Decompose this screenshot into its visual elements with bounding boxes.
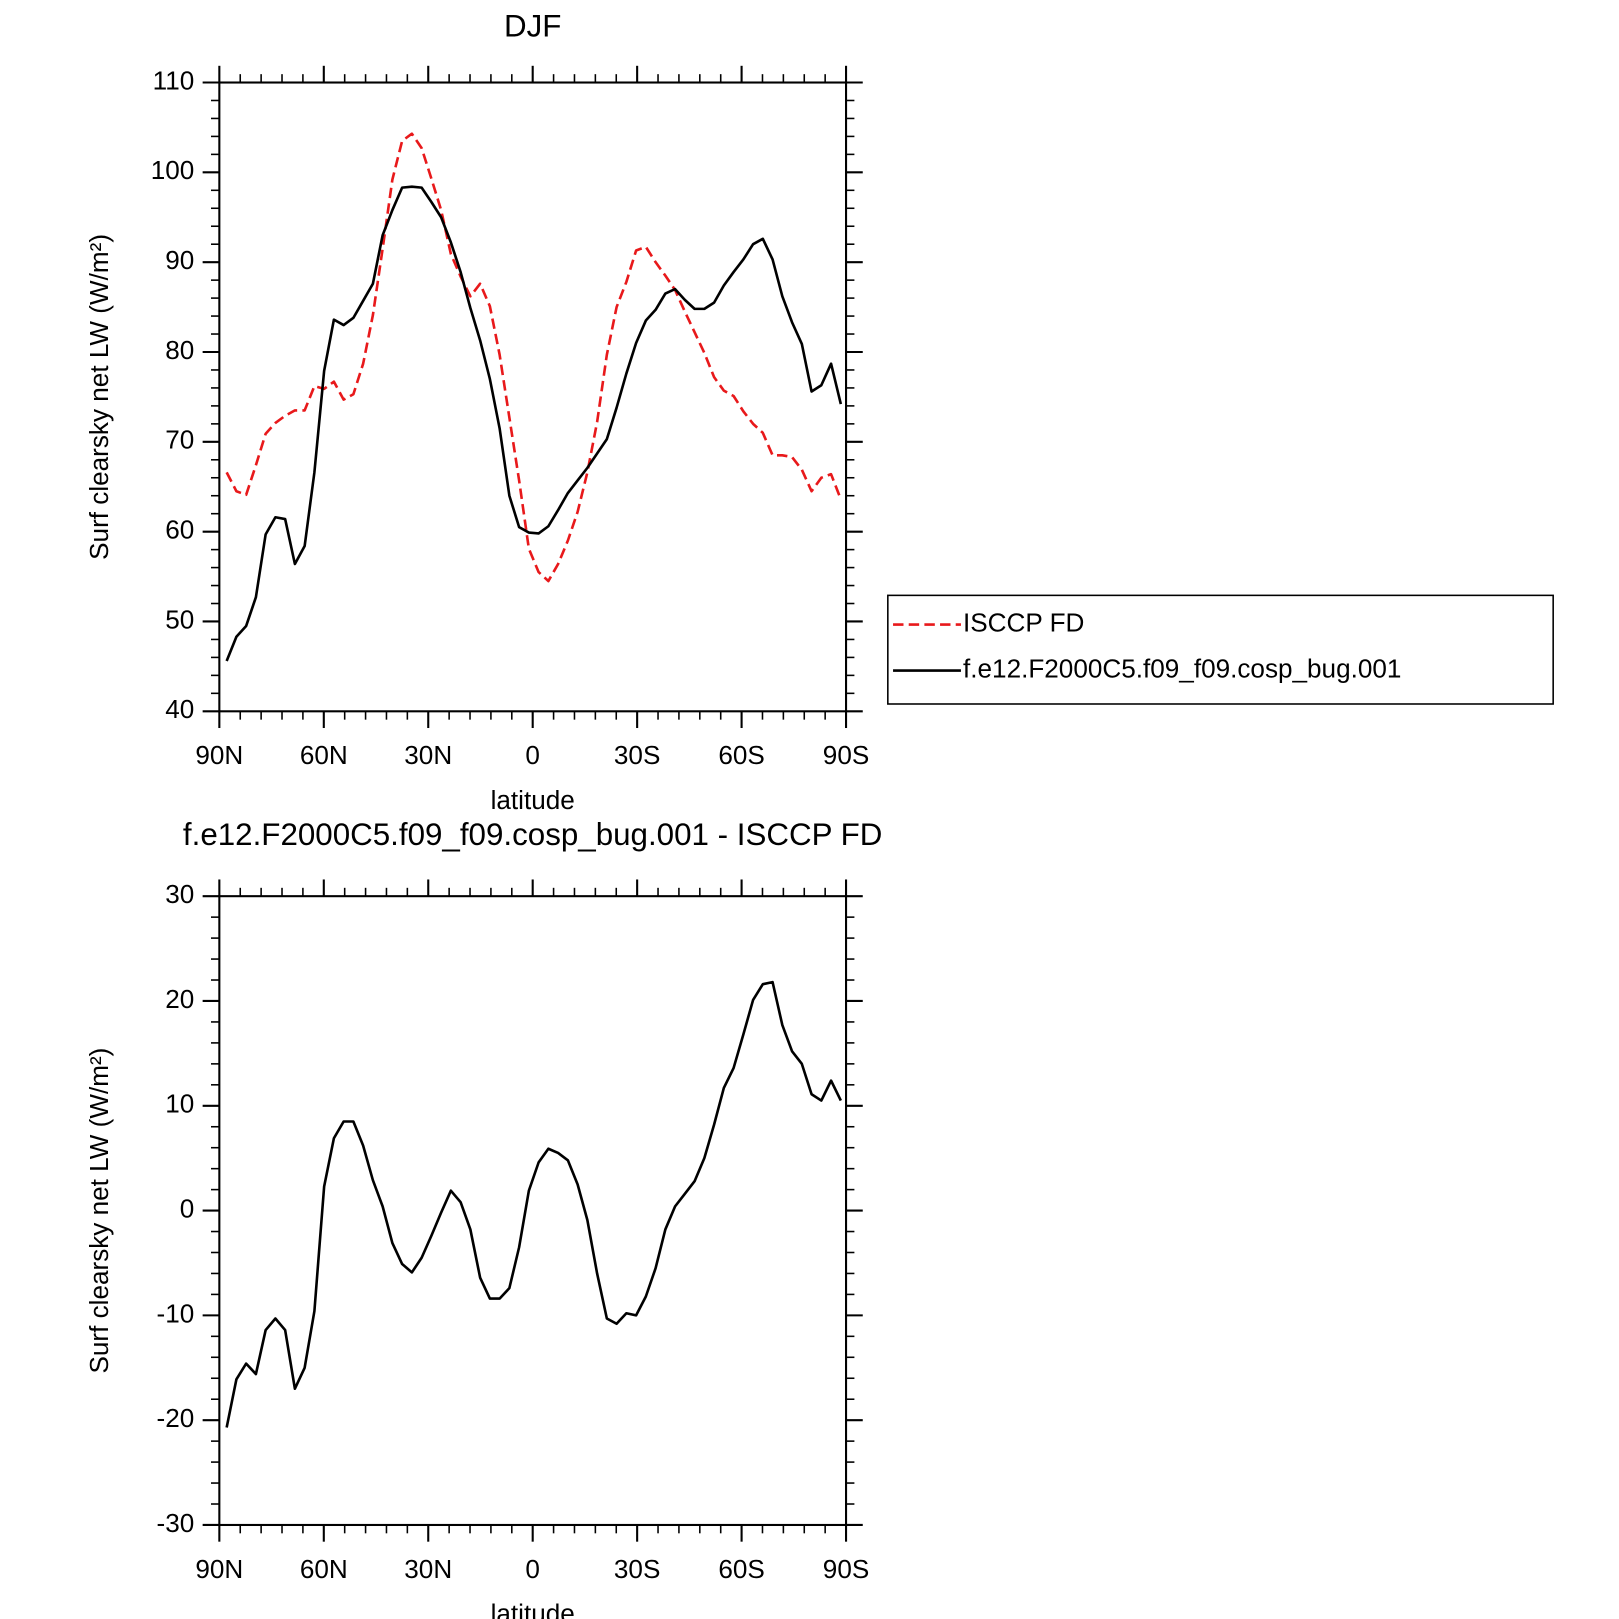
stage: DJF latitude Surf clearsky net LW (W/m²) 40… — [84, 8, 1554, 1619]
x-tick-label: 30S — [614, 740, 660, 770]
y-tick-label: 110 — [153, 65, 195, 95]
y-tick-label: -10 — [157, 1298, 195, 1328]
x-axis-label: latitude — [491, 785, 575, 815]
y-axis-label: Surf clearsky net LW (W/m²) — [84, 1048, 114, 1374]
x-tick-label: 60S — [718, 740, 764, 770]
chart-title: f.e12.F2000C5.f09_f09.cosp_bug.001 - ISC… — [183, 817, 883, 852]
y-tick-label: 30 — [165, 879, 194, 909]
y-tick-label: 60 — [165, 515, 194, 545]
y-tick-label: 40 — [165, 694, 194, 724]
x-tick-label: 90S — [823, 1554, 869, 1584]
x-tick-label: 60N — [300, 740, 348, 770]
plot-frame — [218, 81, 848, 713]
y-axis-label: Surf clearsky net LW (W/m²) — [84, 234, 114, 560]
legend-label: f.e12.F2000C5.f09_f09.cosp_bug.001 — [963, 653, 1401, 683]
y-tick-label: 20 — [165, 984, 194, 1014]
series-line — [225, 185, 843, 662]
plot-frame — [218, 895, 848, 1527]
y-tick-label: -20 — [157, 1403, 195, 1433]
legend-label: ISCCP FD — [963, 608, 1084, 638]
series-line — [225, 132, 843, 583]
x-tick-label: 30N — [404, 740, 452, 770]
x-tick-label: 90S — [823, 740, 869, 770]
y-tick-label: 50 — [165, 604, 194, 634]
x-tick-label: 90N — [195, 1554, 243, 1584]
y-tick-label: 10 — [165, 1089, 194, 1119]
x-tick-label: 90N — [195, 740, 243, 770]
legend-box — [887, 594, 1554, 705]
y-tick-label: 0 — [180, 1193, 195, 1223]
chart-title: DJF — [504, 8, 561, 43]
x-tick-label: 0 — [525, 1554, 540, 1584]
x-tick-label: 30N — [404, 1554, 452, 1584]
x-tick-label: 0 — [525, 740, 540, 770]
y-tick-label: 90 — [165, 245, 194, 275]
x-tick-label: 30S — [614, 1554, 660, 1584]
y-tick-label: 70 — [165, 425, 194, 455]
y-tick-label: 80 — [165, 335, 194, 365]
y-tick-label: -30 — [157, 1508, 195, 1538]
x-axis-label: latitude — [491, 1599, 575, 1619]
x-tick-label: 60S — [718, 1554, 764, 1584]
x-tick-label: 60N — [300, 1554, 348, 1584]
y-tick-label: 100 — [151, 155, 195, 185]
series-line — [225, 980, 842, 1428]
